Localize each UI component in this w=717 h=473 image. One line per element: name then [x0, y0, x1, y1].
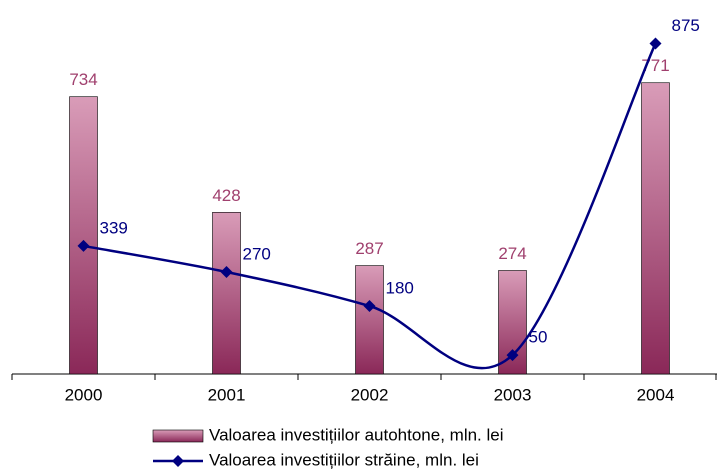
- bar: [69, 96, 98, 375]
- line-label: 50: [529, 328, 548, 347]
- line-marker: [77, 239, 90, 252]
- line-marker: [506, 349, 519, 362]
- line-marker: [649, 37, 662, 50]
- x-tick-label: 2004: [637, 385, 675, 404]
- bar-label: 734: [69, 70, 97, 89]
- legend-swatch: [152, 429, 204, 443]
- bar-label: 274: [498, 244, 526, 263]
- line-marker: [220, 266, 233, 278]
- x-tick-label: 2001: [208, 385, 246, 404]
- x-tick-label: 2000: [65, 385, 103, 404]
- legend-label: Valoarea investițiilor străine, mln. lei: [209, 450, 479, 469]
- x-tick-label: 2003: [494, 385, 532, 404]
- line-label: 339: [100, 218, 128, 237]
- line-label: 180: [386, 278, 414, 297]
- bar: [212, 212, 241, 375]
- line: [83, 42, 657, 370]
- legend-swatch-marker: [172, 455, 184, 467]
- bar: [355, 265, 384, 375]
- line-marker: [363, 300, 376, 312]
- bar-label: 428: [212, 186, 240, 205]
- x-tick-label: 2002: [351, 385, 389, 404]
- bar: [641, 82, 670, 375]
- line-label: 270: [243, 244, 271, 263]
- bar-label: 287: [355, 239, 383, 258]
- legend-label: Valoarea investițiilor autohtone, mln. l…: [209, 425, 504, 444]
- line-label: 875: [672, 16, 700, 35]
